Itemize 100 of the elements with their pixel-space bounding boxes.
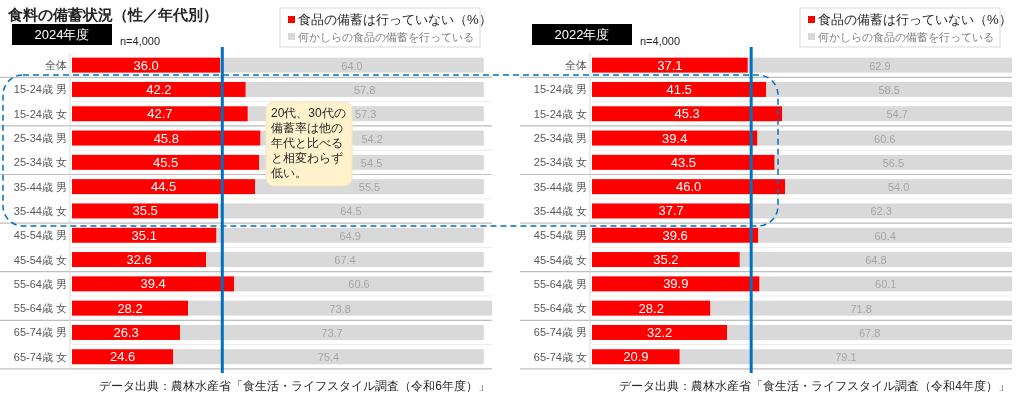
y-tick-label: 65-74歳 女 xyxy=(533,350,587,363)
bar xyxy=(72,324,181,340)
bar xyxy=(188,300,492,316)
bar xyxy=(220,57,484,73)
bar xyxy=(592,81,767,97)
y-tick-label: 25-34歳 女 xyxy=(13,156,67,169)
data-label: 37.1 xyxy=(657,57,683,73)
bar xyxy=(72,276,235,292)
text: データ出典：農林水産省「食生活・ライフスタイル調査（令和4年度）」 xyxy=(619,379,1010,393)
data-label: 39.9 xyxy=(663,276,689,292)
bar xyxy=(592,130,758,146)
data-label: 46.0 xyxy=(675,179,702,195)
bar xyxy=(766,81,1012,97)
data-label: 26.3 xyxy=(113,324,139,340)
bar xyxy=(216,227,484,243)
bar xyxy=(679,349,1012,365)
chart-subtitle: n=4,000 xyxy=(120,35,161,47)
legend-label: 食品の備蓄は行っていない（%） xyxy=(298,12,492,27)
bar xyxy=(592,227,759,243)
y-tick-label: 65-74歳 女 xyxy=(13,350,67,363)
y-tick-label: 25-34歳 男 xyxy=(13,132,67,145)
y-tick-label: 25-34歳 女 xyxy=(533,156,587,169)
y-tick-label: 15-24歳 男 xyxy=(13,83,67,96)
data-label: 45.8 xyxy=(153,130,179,146)
bar xyxy=(72,154,260,170)
bar xyxy=(592,154,775,170)
bar xyxy=(218,203,484,219)
legend-label: 何かしらの食品の備蓄を行っている xyxy=(818,31,994,43)
data-label: 35.2 xyxy=(653,252,679,268)
bar xyxy=(592,300,711,316)
data-label: 45.3 xyxy=(674,106,700,122)
bar xyxy=(180,324,484,340)
bar xyxy=(72,300,189,316)
text: 食料の備蓄状況（性／年代別） xyxy=(7,6,218,23)
y-tick-label: 25-34歳 男 xyxy=(533,132,587,145)
bar xyxy=(592,276,760,292)
y-tick-label: 55-64歳 男 xyxy=(13,277,67,290)
bar xyxy=(592,179,786,195)
y-tick-label: 55-64歳 男 xyxy=(533,277,587,290)
bar xyxy=(774,154,1012,170)
data-label: 45.5 xyxy=(153,154,179,170)
bar xyxy=(750,203,1012,219)
data-label: 42.2 xyxy=(146,81,172,97)
data-label: 20.9 xyxy=(623,349,649,365)
y-tick-label: 45-54歳 男 xyxy=(533,229,587,242)
data-label: 41.5 xyxy=(666,81,692,97)
y-tick-label: 55-64歳 女 xyxy=(533,302,587,315)
annotation: 20代、30代の備蓄率は他の年代と比べると相変わらず低い。 xyxy=(271,106,347,181)
y-tick-label: 35-44歳 男 xyxy=(533,180,587,193)
bar xyxy=(739,252,1012,268)
bar xyxy=(747,57,1012,73)
y-tick-label: 全体 xyxy=(565,59,587,72)
bar xyxy=(72,179,256,195)
data-label: 35.1 xyxy=(131,227,157,243)
bar xyxy=(592,349,680,365)
bar xyxy=(234,276,484,292)
data-label: 32.2 xyxy=(646,324,673,340)
bar xyxy=(592,203,751,219)
y-tick-label: 15-24歳 女 xyxy=(533,107,587,120)
chart-title: 2024年度 xyxy=(34,27,90,42)
y-tick-label: 35-44歳 女 xyxy=(533,204,587,217)
data-label: 39.6 xyxy=(662,227,688,243)
bar xyxy=(785,179,1012,195)
data-label: 39.4 xyxy=(662,130,688,146)
data-label: 43.5 xyxy=(670,154,697,170)
bar xyxy=(759,276,1012,292)
chart-subtitle: n=4,000 xyxy=(640,35,681,47)
text: データ出典：農林水産省「食生活・ライフスタイル調査（令和6年度）」 xyxy=(99,379,490,393)
bar xyxy=(72,106,248,122)
bar xyxy=(710,300,1012,316)
bar xyxy=(592,57,748,73)
bar xyxy=(72,252,207,268)
data-label: 42.7 xyxy=(147,106,173,122)
data-label: 32.6 xyxy=(126,252,152,268)
data-label: 24.6 xyxy=(109,349,136,365)
legend-label: 何かしらの食品の備蓄を行っている xyxy=(298,31,474,43)
y-tick-label: 15-24歳 男 xyxy=(533,83,587,96)
bar xyxy=(782,106,1012,122)
y-tick-label: 35-44歳 男 xyxy=(13,180,67,193)
y-tick-label: 55-64歳 女 xyxy=(13,302,67,315)
bar xyxy=(592,106,783,122)
y-tick-label: 45-54歳 女 xyxy=(13,253,67,266)
bar xyxy=(245,81,484,97)
bar xyxy=(173,349,484,365)
bar xyxy=(592,324,728,340)
data-label: 37.7 xyxy=(658,203,684,219)
bar xyxy=(592,252,740,268)
y-tick-label: 35-44歳 女 xyxy=(13,204,67,217)
bar xyxy=(72,203,219,219)
bar xyxy=(758,227,1012,243)
bar xyxy=(72,130,261,146)
chart-title: 2022年度 xyxy=(554,27,610,42)
data-label: 44.5 xyxy=(150,179,177,195)
bar xyxy=(757,130,1012,146)
y-tick-label: 15-24歳 女 xyxy=(13,107,67,120)
data-label: 35.5 xyxy=(132,203,158,219)
bar xyxy=(72,81,246,97)
y-tick-label: 全体 xyxy=(45,59,67,72)
bar xyxy=(72,227,217,243)
data-label: 36.0 xyxy=(133,57,159,73)
